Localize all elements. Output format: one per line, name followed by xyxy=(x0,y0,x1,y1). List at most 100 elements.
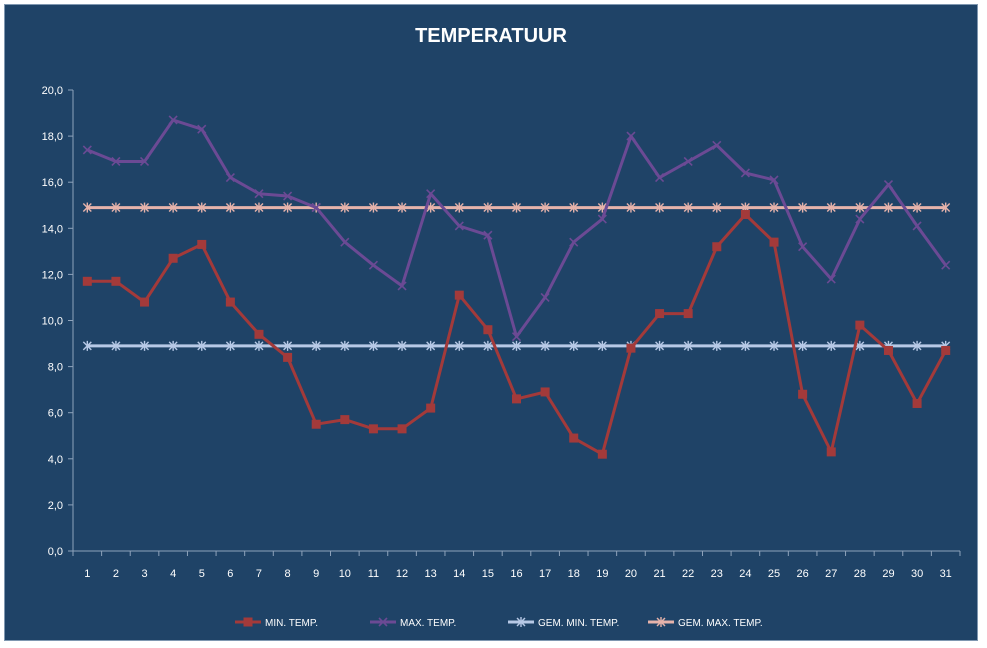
x-tick-label: 6 xyxy=(227,568,233,580)
star-marker xyxy=(798,202,808,213)
star-marker xyxy=(254,202,264,213)
x-marker-stroke xyxy=(683,156,693,167)
star-marker xyxy=(512,340,521,351)
square-marker xyxy=(311,419,321,429)
x-tick-label: 29 xyxy=(882,568,894,580)
star-marker xyxy=(340,202,350,213)
square-marker xyxy=(368,424,378,434)
x-marker-stroke xyxy=(941,260,951,270)
star-marker xyxy=(941,202,951,213)
chart-title: TEMPERATUUR xyxy=(415,25,567,47)
star-marker xyxy=(283,202,293,213)
square-marker xyxy=(512,394,521,404)
square-marker xyxy=(225,297,235,307)
star-marker xyxy=(454,340,464,351)
square-marker xyxy=(111,276,121,286)
x-marker-stroke xyxy=(111,156,121,167)
x-tick-label: 26 xyxy=(797,568,809,580)
star-marker xyxy=(883,202,893,213)
series-min-temp xyxy=(82,209,951,459)
star-marker xyxy=(656,617,666,627)
x-marker xyxy=(798,242,808,252)
y-tick-label: 4,0 xyxy=(48,454,63,466)
star-marker xyxy=(111,340,121,351)
x-tick-label: 3 xyxy=(141,568,147,580)
x-marker xyxy=(168,115,178,125)
square-marker xyxy=(426,403,436,413)
square-marker xyxy=(855,320,865,330)
x-tick-label: 20 xyxy=(625,568,637,580)
x-tick-label: 31 xyxy=(940,568,952,580)
x-tick-label: 15 xyxy=(482,568,494,580)
star-marker xyxy=(340,340,350,351)
x-marker-stroke xyxy=(283,191,293,201)
series-line xyxy=(86,118,947,339)
x-marker xyxy=(740,168,750,178)
square-marker xyxy=(82,276,92,286)
x-marker-stroke xyxy=(769,175,779,185)
star-marker xyxy=(483,202,493,213)
star-marker xyxy=(197,202,207,213)
x-marker-stroke xyxy=(511,332,522,342)
star-marker xyxy=(225,202,235,213)
y-tick-label: 14,0 xyxy=(42,223,63,235)
legend: MIN. TEMP. MAX. TEMP. GEM. MIN. TEMP. GEM. … xyxy=(235,617,763,629)
x-marker-stroke xyxy=(368,260,379,270)
star-marker xyxy=(168,340,178,351)
x-tick-label: 5 xyxy=(199,568,205,580)
star-marker xyxy=(512,202,521,213)
y-tick-label: 10,0 xyxy=(42,316,63,328)
x-marker xyxy=(511,332,522,342)
star-marker xyxy=(368,340,378,351)
star-marker xyxy=(826,202,836,213)
x-tick-label: 23 xyxy=(711,568,723,580)
y-tick-label: 20,0 xyxy=(42,85,63,97)
x-marker-stroke xyxy=(883,179,894,190)
x-tick-label: 1 xyxy=(84,568,90,580)
star-marker xyxy=(168,202,178,213)
square-marker xyxy=(626,343,636,353)
x-marker-stroke xyxy=(826,274,836,284)
x-marker-stroke xyxy=(397,281,407,291)
legend-item: MAX. TEMP. xyxy=(370,617,456,629)
star-marker xyxy=(197,340,207,351)
star-marker xyxy=(283,340,293,351)
x-tick-label: 24 xyxy=(739,568,751,580)
series-max-temp xyxy=(82,115,951,342)
x-marker-stroke xyxy=(740,168,750,178)
x-marker-stroke xyxy=(139,156,150,167)
x-tick-label: 13 xyxy=(425,568,437,580)
square-marker xyxy=(483,325,493,335)
x-marker-stroke xyxy=(712,140,722,150)
x-marker-stroke xyxy=(82,145,92,155)
star-marker xyxy=(683,202,693,213)
x-marker xyxy=(912,221,922,231)
x-tick-label: 25 xyxy=(768,568,780,580)
x-marker-stroke xyxy=(454,221,464,231)
star-marker xyxy=(254,340,264,351)
square-marker xyxy=(597,449,607,459)
square-marker xyxy=(683,309,693,319)
square-marker xyxy=(769,237,779,247)
x-marker xyxy=(283,191,293,201)
x-tick-label: 10 xyxy=(339,568,351,580)
x-tick-label: 16 xyxy=(510,568,522,580)
x-tick-label: 18 xyxy=(568,568,580,580)
x-marker-stroke xyxy=(426,189,436,199)
y-tick-label: 18,0 xyxy=(42,131,63,143)
square-marker xyxy=(655,309,665,319)
square-marker xyxy=(340,415,350,425)
square-marker xyxy=(197,239,207,249)
x-marker xyxy=(826,274,836,284)
series-gem-min-temp xyxy=(82,340,951,351)
square-marker xyxy=(283,352,293,362)
x-marker-stroke xyxy=(540,292,550,303)
x-tick-label: 28 xyxy=(854,568,866,580)
x-marker-stroke xyxy=(340,237,350,247)
star-marker xyxy=(516,617,526,627)
legend-label: MIN. TEMP. xyxy=(265,618,318,629)
x-marker xyxy=(883,179,894,190)
x-tick-label: 30 xyxy=(911,568,923,580)
x-marker xyxy=(569,237,579,247)
x-marker xyxy=(340,237,350,247)
